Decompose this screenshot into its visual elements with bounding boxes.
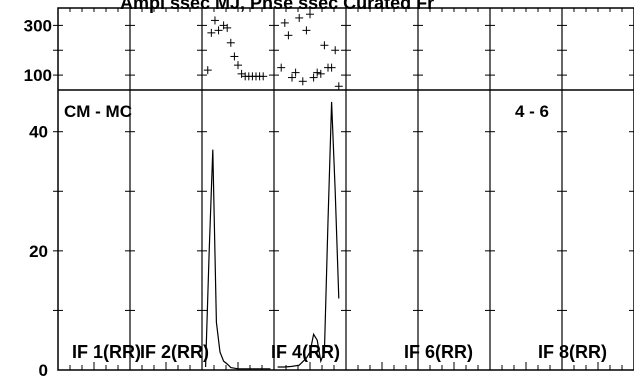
amplitude-lines [205, 101, 340, 370]
phase-point [334, 82, 343, 91]
phase-point [210, 16, 219, 25]
phase-point [288, 73, 296, 82]
phase-point [280, 18, 289, 27]
baseline-label: CM - MC [64, 102, 132, 121]
phase-point [331, 46, 340, 55]
phase-point [259, 72, 268, 81]
phase-point [234, 61, 242, 70]
phase-points [203, 10, 343, 91]
phase-point [291, 68, 300, 77]
panel-label: IF 1(RR) [72, 342, 141, 362]
phase-point [309, 73, 318, 82]
phase-point [298, 77, 307, 86]
panel-label: IF 4(RR) [271, 342, 340, 362]
phase-axis-labels: 100 300 [24, 16, 52, 85]
phase-point [223, 23, 232, 32]
phase-point [230, 52, 239, 61]
amplitude-line [277, 101, 340, 368]
amplitude-axis-labels: 0 20 40 [29, 123, 48, 378]
amplitude-tick-label: 0 [39, 361, 48, 378]
panel-label: IF 8(RR) [538, 342, 607, 362]
phase-point [313, 68, 322, 77]
phase-point [207, 28, 216, 37]
phase-point [316, 69, 325, 78]
phase-tick-label: 300 [24, 16, 52, 35]
phase-point [306, 10, 314, 19]
phase-point [295, 13, 304, 22]
phase-point [226, 38, 235, 47]
phase-point [277, 63, 286, 72]
amplitude-tick-label: 40 [29, 123, 48, 142]
phase-point [302, 26, 311, 35]
phase-tick-label: 100 [24, 66, 52, 85]
axis-ticks [53, 8, 634, 370]
panel-frames [57, 7, 634, 371]
phase-point [327, 63, 336, 72]
phase-point [214, 26, 223, 35]
amplitude-line [205, 149, 271, 370]
channel-label: 4 - 6 [515, 102, 549, 121]
panel-label: IF 2(RR) [140, 342, 209, 362]
phase-point [203, 66, 212, 75]
phase-point [284, 31, 293, 40]
header-text: Ampl ssec MJ, Phse ssec Curated Fr [120, 0, 434, 13]
panel-label: IF 6(RR) [404, 342, 473, 362]
phase-point [320, 41, 329, 50]
amplitude-tick-label: 20 [29, 242, 48, 261]
panel-labels: IF 1(RR) IF 2(RR) IF 4(RR) IF 6(RR) IF 8(RR) [72, 342, 607, 362]
